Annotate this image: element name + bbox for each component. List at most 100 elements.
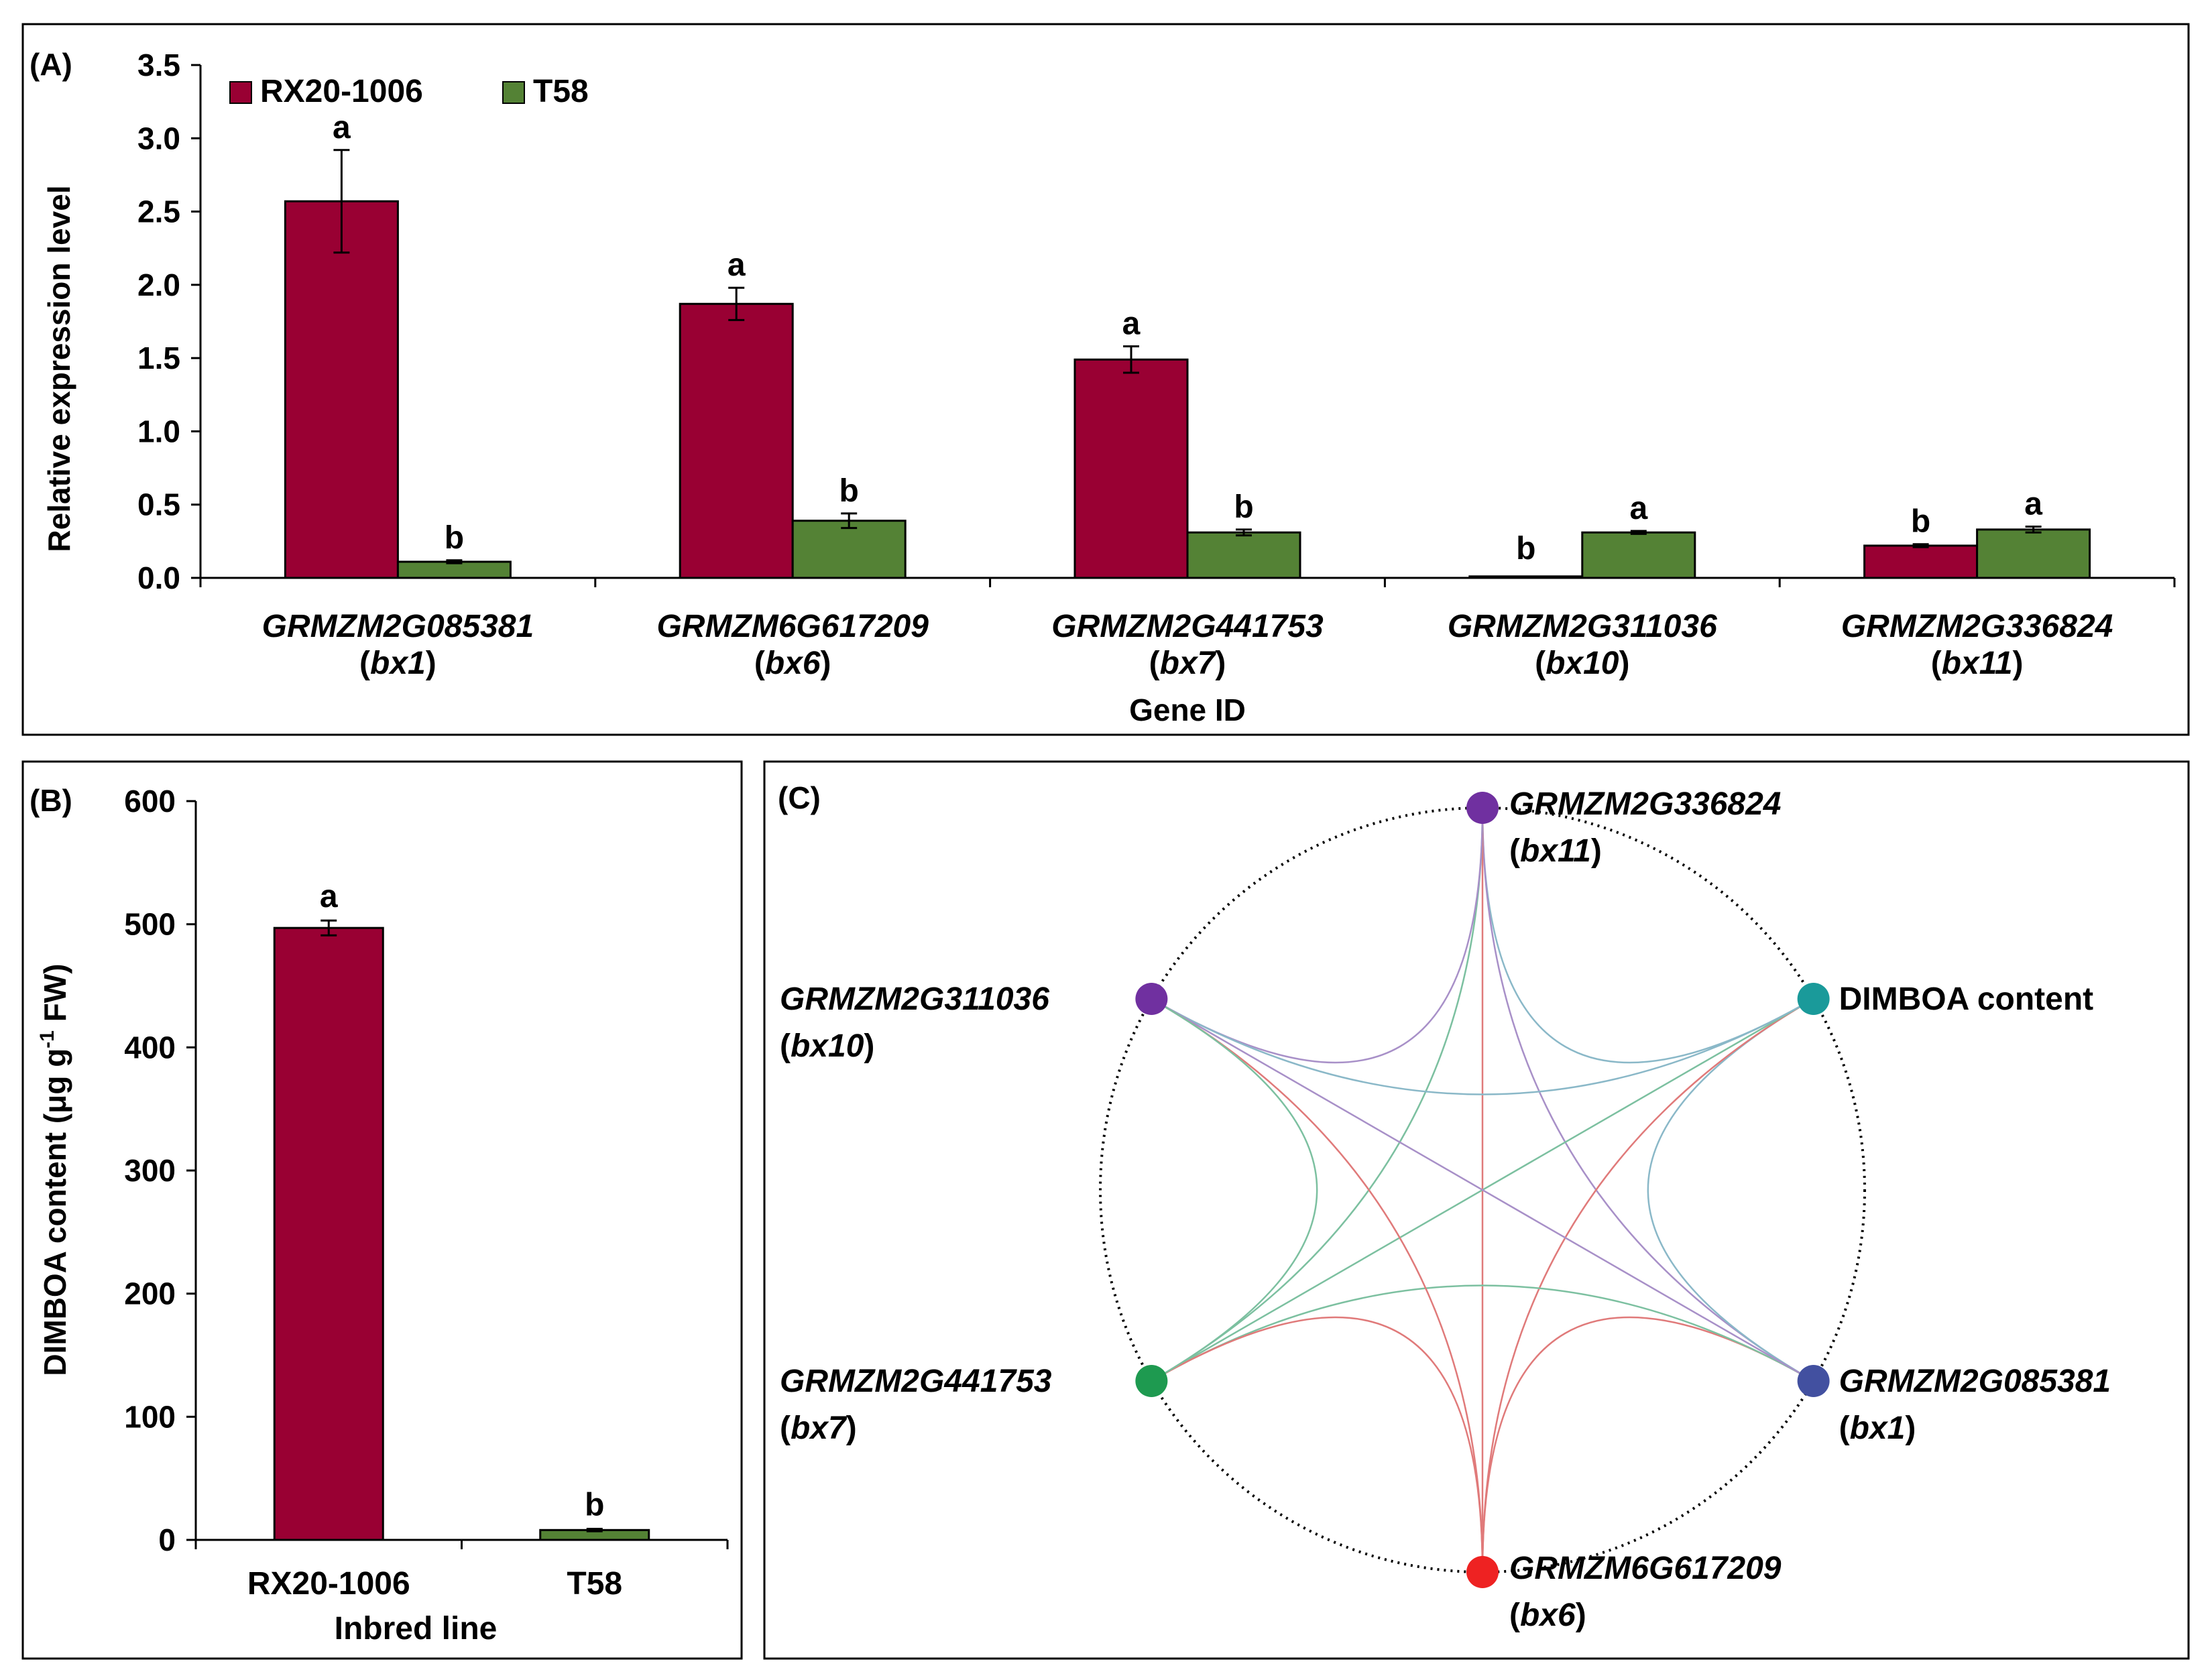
network-label-dimboa: DIMBOA content bbox=[1839, 981, 2094, 1017]
significance-letter: b bbox=[585, 1487, 604, 1522]
panel-b-y-axis-label: DIMBOA content (μg g-1 FW) bbox=[36, 963, 72, 1376]
x-tick-label-gene: GRMZM2G441753 bbox=[1051, 609, 1324, 644]
legend-label-rx20: RX20-1006 bbox=[260, 74, 423, 109]
network-edge-dimboa-bx10 bbox=[1151, 998, 1814, 1095]
network-label-bx1: GRMZM2G085381 bbox=[1839, 1364, 2111, 1399]
x-tick-label-gene: GRMZM2G085381 bbox=[262, 609, 534, 644]
significance-letter: a bbox=[1629, 491, 1647, 526]
panel-b-significance-letters: ab bbox=[320, 879, 605, 1522]
network-edge-dimboa-bx1 bbox=[1647, 998, 1814, 1382]
panel-a-x-ticks bbox=[199, 578, 2176, 587]
network-alias-bx6: (bx6) bbox=[1509, 1598, 1586, 1633]
network-label-bx11: GRMZM2G336824 bbox=[1509, 786, 1782, 822]
network-nodes bbox=[1135, 792, 1830, 1588]
significance-letter: a bbox=[727, 247, 746, 283]
network-node-bx6 bbox=[1466, 1556, 1499, 1588]
network-alias-bx10: (bx10) bbox=[780, 1028, 874, 1064]
y-tick-label: 1.5 bbox=[137, 341, 180, 375]
panel-a-y-ticks: 0.0 0.5 1.0 1.5 2.0 2.5 3.0 3.5 bbox=[137, 48, 200, 595]
x-tick-label-alias: (bx7) bbox=[1149, 646, 1226, 681]
panel-a-error-bars bbox=[333, 149, 2042, 564]
y-tick-label: 2.0 bbox=[137, 267, 180, 302]
network-edge-bx11-bx10 bbox=[1151, 807, 1484, 1064]
panel-b-y-ticks: 0 100 200 300 400 500 600 bbox=[124, 784, 196, 1557]
network-edge-bx6-bx7 bbox=[1151, 1316, 1484, 1573]
significance-letter: b bbox=[1234, 489, 1253, 525]
significance-letter: b bbox=[1516, 531, 1535, 566]
panel-b-x-tick-labels: RX20-1006 T58 bbox=[247, 1566, 622, 1602]
network-edge-bx1-bx10 bbox=[1151, 998, 1814, 1382]
y-tick-label: 100 bbox=[124, 1399, 176, 1434]
y-tick-label: 400 bbox=[124, 1030, 176, 1065]
y-tick-label: 500 bbox=[124, 907, 176, 942]
y-tick-label: 0.5 bbox=[137, 487, 180, 522]
x-tick-label-gene: GRMZM2G311036 bbox=[1448, 609, 1717, 644]
bar-rx20-1006-bx1 bbox=[284, 200, 399, 579]
x-tick-label-alias: (bx1) bbox=[359, 646, 436, 681]
panel-b-x-axis-label: Inbred line bbox=[335, 1611, 498, 1646]
significance-letter: a bbox=[333, 110, 351, 145]
network-edge-bx11-dimboa bbox=[1481, 807, 1814, 1064]
significance-letter: a bbox=[1122, 306, 1141, 342]
panel-c: (C) GRMZM2G336824(bx11)DIMBOA contentGRM… bbox=[778, 780, 2111, 1633]
network-node-labels: GRMZM2G336824 (bx11) DIMBOA content GRMZM2G… bbox=[780, 786, 2111, 1633]
y-tick-label: 1.0 bbox=[137, 414, 180, 448]
bar-rx20-1006-bx11 bbox=[1863, 544, 1979, 579]
network-node-dimboa bbox=[1797, 983, 1830, 1015]
bar-t58-bx6 bbox=[791, 520, 907, 579]
bar-rx20-1006-bx6 bbox=[679, 302, 794, 579]
significance-letter: b bbox=[445, 520, 464, 556]
x-tick-label-gene: GRMZM2G336824 bbox=[1841, 609, 2113, 644]
bar-t58-bx7 bbox=[1186, 531, 1301, 579]
network-node-bx11 bbox=[1466, 792, 1499, 824]
network-node-bx1 bbox=[1797, 1365, 1830, 1397]
x-tick-label-alias: (bx11) bbox=[1931, 646, 2024, 681]
panel-b-frame bbox=[21, 760, 743, 1660]
panel-b-label: (B) bbox=[30, 783, 72, 818]
panel-a: (A) 0.0 0.5 1.0 1.5 2.0 2.5 3.0 3.5 a b a b a b b a b a … bbox=[30, 47, 2176, 727]
panel-a-significance-letters: a b a b a b b a b a bbox=[333, 110, 2042, 566]
network-edge-bx1-bx6 bbox=[1481, 1316, 1814, 1573]
bar-rx20-1006 bbox=[273, 926, 384, 1541]
bar-t58-bx10 bbox=[1581, 531, 1696, 579]
panel-c-label: (C) bbox=[778, 780, 821, 815]
network-label-bx6: GRMZM6G617209 bbox=[1509, 1551, 1782, 1586]
panel-b-error-bars bbox=[321, 919, 603, 1533]
x-tick-label: T58 bbox=[567, 1566, 622, 1602]
network-node-bx7 bbox=[1135, 1365, 1168, 1397]
network-edge-bx6-bx10 bbox=[1151, 998, 1484, 1573]
network-edge-bx7-bx10 bbox=[1151, 998, 1318, 1382]
x-tick-label-alias: (bx6) bbox=[754, 646, 831, 681]
x-tick-label-alias: (bx10) bbox=[1535, 646, 1629, 681]
network-label-bx7: GRMZM2G441753 bbox=[780, 1364, 1052, 1399]
network-edge-bx1-bx7 bbox=[1151, 1284, 1814, 1382]
x-tick-label: RX20-1006 bbox=[247, 1566, 410, 1602]
significance-letter: b bbox=[1911, 504, 1930, 540]
significance-letter: a bbox=[2024, 487, 2042, 522]
y-tick-label: 3.5 bbox=[137, 48, 180, 82]
panel-c-frame bbox=[763, 760, 2190, 1660]
panel-a-bars bbox=[284, 200, 2091, 579]
network-alias-bx11: (bx11) bbox=[1509, 833, 1602, 869]
network-node-bx10 bbox=[1135, 983, 1168, 1015]
y-tick-label: 2.5 bbox=[137, 194, 180, 229]
network-alias-bx1: (bx1) bbox=[1839, 1411, 1916, 1446]
panel-a-frame bbox=[21, 23, 2190, 736]
legend-label-t58: T58 bbox=[533, 74, 589, 109]
y-tick-label: 0 bbox=[158, 1522, 176, 1557]
y-tick-label: 0.0 bbox=[137, 560, 180, 595]
legend-swatch-t58 bbox=[502, 81, 525, 104]
panel-a-x-axis-label: Gene ID bbox=[1129, 693, 1246, 727]
panel-a-y-axis-label: Relative expression level bbox=[42, 185, 76, 552]
panel-b-bars bbox=[273, 926, 650, 1541]
y-tick-label: 600 bbox=[124, 784, 176, 819]
panel-b-x-ticks bbox=[194, 1540, 729, 1549]
panel-a-legend: RX20-1006 T58 bbox=[229, 74, 589, 109]
x-tick-label-gene: GRMZM6G617209 bbox=[656, 609, 929, 644]
y-tick-label: 3.0 bbox=[137, 121, 180, 156]
legend-swatch-rx20 bbox=[229, 81, 252, 104]
y-tick-label: 200 bbox=[124, 1276, 176, 1311]
network-outer-ring bbox=[1099, 806, 1866, 1573]
